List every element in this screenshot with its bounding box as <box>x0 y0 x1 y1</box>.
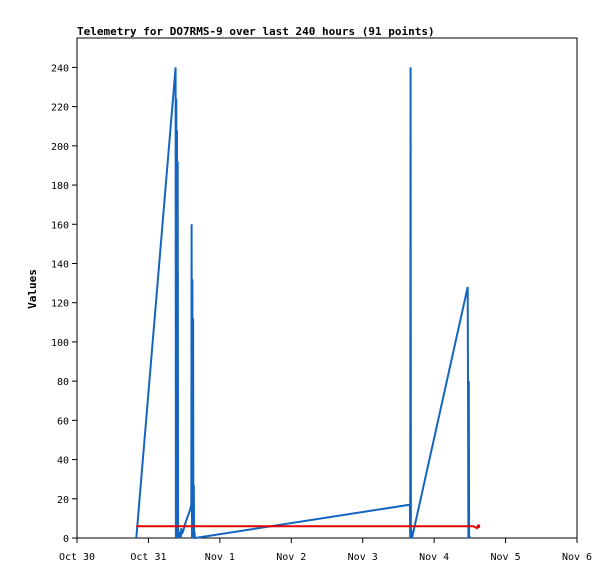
y-axis-label: Values <box>26 269 39 309</box>
x-tick-label: Nov 1 <box>205 552 235 563</box>
y-tick-label: 100 <box>51 338 69 349</box>
plot-frame <box>76 37 578 539</box>
x-tick-label: Oct 30 <box>59 552 95 563</box>
y-tick-label: 120 <box>51 299 69 310</box>
y-tick-label: 80 <box>57 377 69 388</box>
x-tick-label: Nov 4 <box>419 552 449 563</box>
y-tick-label: 20 <box>57 495 69 506</box>
y-tick-label: 220 <box>51 103 69 114</box>
y-tick-label: 200 <box>51 142 69 153</box>
y-tick-label: 140 <box>51 259 69 270</box>
x-tick-label: Nov 3 <box>348 552 378 563</box>
y-tick-label: 60 <box>57 416 69 427</box>
y-axis: 0 20 40 60 80 100 120 140 160 180 200 220 240 <box>51 63 77 545</box>
y-tick-label: 160 <box>51 220 69 231</box>
y-tick-label: 0 <box>63 534 69 545</box>
series-point <box>476 524 481 529</box>
series-line-2 <box>136 525 480 530</box>
x-tick-label: Nov 5 <box>491 552 521 563</box>
y-tick-label: 40 <box>57 456 69 467</box>
y-tick-label: 180 <box>51 181 69 192</box>
y-tick-label: 240 <box>51 63 69 74</box>
x-tick-label: Nov 2 <box>276 552 306 563</box>
x-tick-label: Oct 31 <box>130 552 166 563</box>
series-line-1 <box>135 67 471 539</box>
x-tick-label: Nov 6 <box>562 552 592 563</box>
chart-title: Telemetry for DO7RMS-9 over last 240 hou… <box>77 25 435 38</box>
series-layer <box>135 67 481 539</box>
x-axis: Oct 30 Oct 31 Nov 1 Nov 2 Nov 3 Nov 4 Nov 5 Nov… <box>59 538 592 563</box>
